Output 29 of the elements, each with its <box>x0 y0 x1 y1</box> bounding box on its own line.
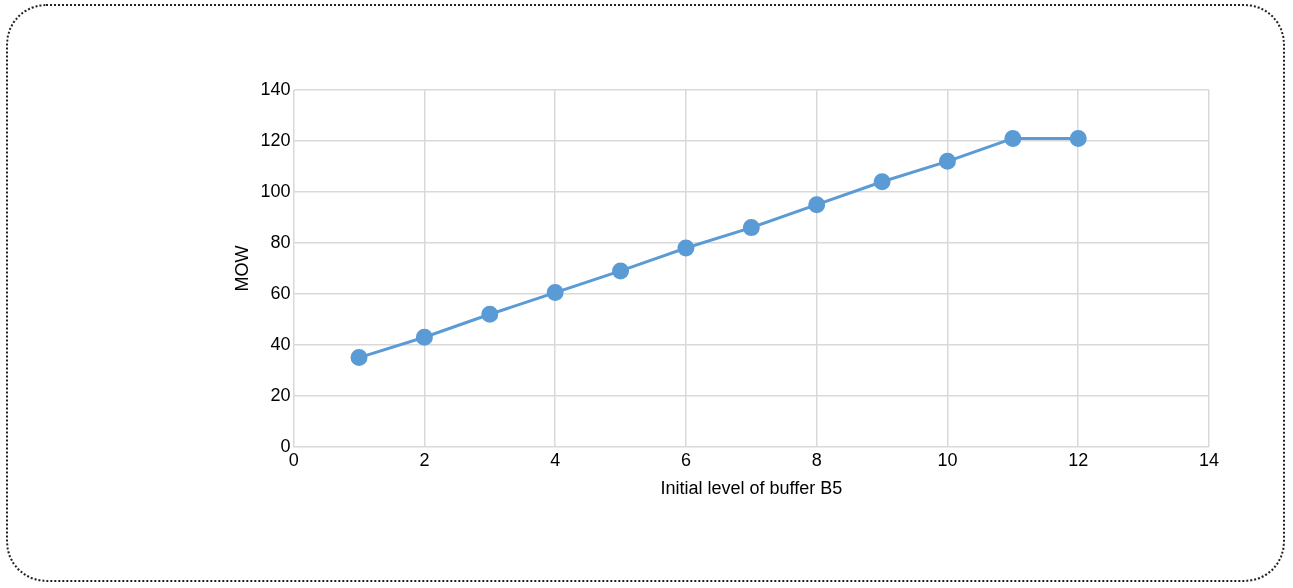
point <box>742 219 760 237</box>
x-tick-label: 8 <box>811 449 822 470</box>
x-tick-label: 2 <box>419 449 430 470</box>
point <box>677 239 695 257</box>
y-tick-label: 60 <box>270 282 291 303</box>
y-tick-label: 80 <box>270 231 291 252</box>
y-tick-label: 100 <box>260 180 291 201</box>
x-tick-label: 14 <box>1198 449 1220 470</box>
y-tick-label: 0 <box>280 435 291 456</box>
point <box>808 196 826 214</box>
point <box>415 328 433 346</box>
y-axis-title: MOW <box>231 245 252 292</box>
point <box>350 349 368 367</box>
x-tick-label: 10 <box>937 449 958 470</box>
y-tick-label: 140 <box>260 78 291 99</box>
point <box>481 305 499 323</box>
x-tick-label: 12 <box>1068 449 1089 470</box>
point <box>612 262 630 280</box>
y-tick-label: 40 <box>270 333 291 354</box>
x-axis-title: Initial level of buffer B5 <box>660 478 843 499</box>
point <box>1004 129 1022 147</box>
y-tick-label: 120 <box>260 129 291 150</box>
x-tick-label: 4 <box>550 449 561 470</box>
y-tick-label: 20 <box>270 384 291 405</box>
point <box>1069 129 1087 147</box>
point <box>546 284 564 302</box>
point <box>938 152 956 170</box>
x-tick-label: 6 <box>680 449 691 470</box>
point <box>873 173 891 191</box>
